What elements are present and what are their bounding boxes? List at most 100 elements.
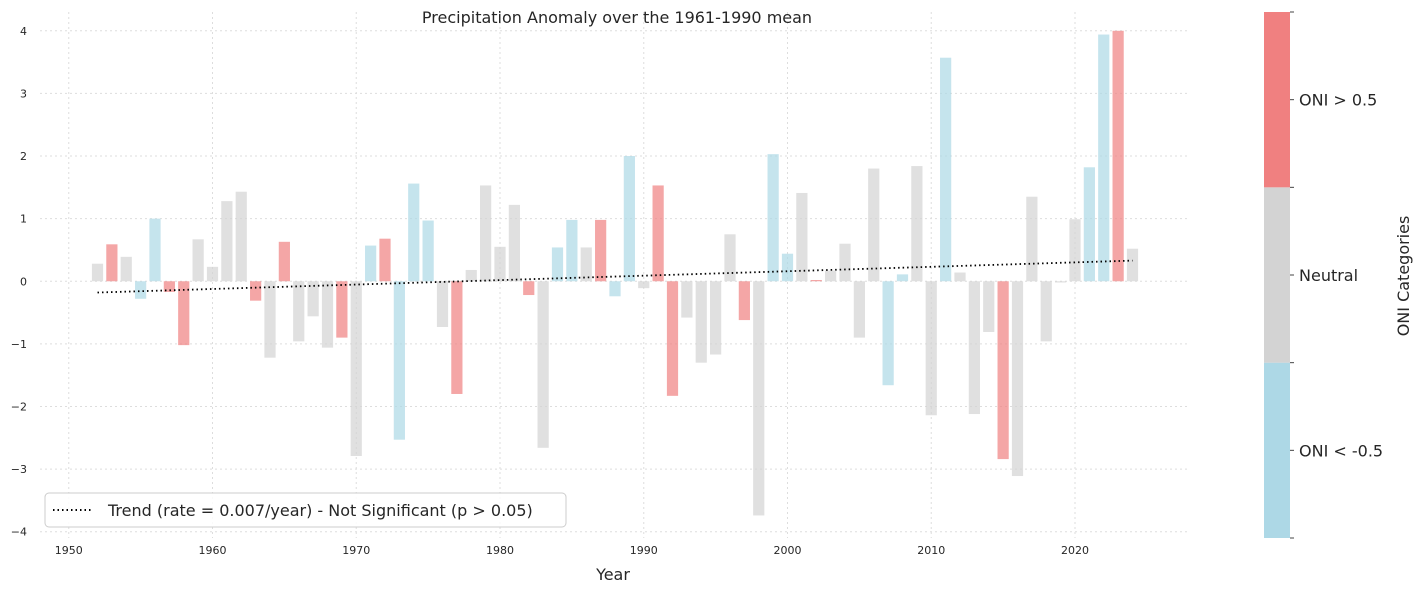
y-tick-label: 3: [20, 87, 27, 100]
bar-1955: [135, 281, 147, 299]
x-tick-label: 1970: [342, 544, 370, 557]
bar-1997: [738, 281, 750, 321]
colorbar-label: ONI < -0.5: [1299, 441, 1383, 460]
bars: [91, 30, 1139, 516]
bar-2016: [1011, 281, 1024, 477]
colorbar: ONI < -0.5 Neutral ONI > 0.5: [1264, 11, 1383, 539]
trend-line: [97, 259, 1133, 294]
tick-labels: 1950 1960 1970 1980 1990 2000 2010 2020 −4 −3 −2 −1…: [11, 25, 1089, 557]
bar-2013: [968, 281, 980, 415]
bar-1984: [551, 247, 564, 282]
bar-2024: [1126, 248, 1139, 282]
bar-1988: [609, 281, 621, 297]
bar-2018: [1040, 281, 1052, 342]
bar-1964: [264, 281, 276, 358]
bar-1959: [192, 239, 204, 282]
bar-1999: [767, 154, 779, 282]
bar-2004: [839, 243, 851, 282]
bar-2022: [1098, 34, 1110, 282]
colorbar-label: Neutral: [1299, 266, 1358, 285]
bar-1992: [666, 281, 679, 396]
bar-1987: [595, 219, 607, 282]
bar-2001: [796, 192, 808, 282]
bar-2005: [853, 281, 865, 338]
bar-2007: [882, 281, 894, 386]
bar-2006: [868, 168, 880, 282]
bar-1971: [365, 245, 377, 282]
bar-1960: [206, 266, 219, 282]
bar-1974: [408, 183, 420, 282]
bar-2023: [1112, 30, 1124, 282]
bar-2011: [940, 57, 952, 282]
y-tick-label: 4: [20, 25, 27, 38]
bar-1956: [149, 218, 161, 282]
bar-1954: [120, 256, 132, 282]
bar-1952: [91, 263, 104, 282]
colorbar-label: ONI > 0.5: [1299, 91, 1377, 110]
bar-1973: [393, 281, 405, 440]
trend-line-group: [97, 259, 1133, 294]
x-tick-label: 1950: [55, 544, 83, 557]
y-tick-label: 0: [20, 275, 27, 288]
bar-1975: [422, 220, 434, 282]
bar-1966: [293, 281, 305, 342]
bar-1994: [695, 281, 707, 363]
bar-2010: [925, 281, 937, 416]
bar-2003: [825, 270, 837, 282]
bar-2009: [911, 166, 923, 282]
bar-1953: [106, 244, 118, 282]
legend-trend-label: Trend (rate = 0.007/year) - Not Signific…: [107, 501, 533, 520]
bar-2012: [954, 272, 966, 282]
x-axis-title: Year: [595, 565, 630, 584]
bar-1957: [163, 281, 175, 292]
bar-2015: [997, 281, 1009, 460]
x-tick-label: 2010: [917, 544, 945, 557]
bar-1998: [753, 281, 765, 516]
colorbar-segment: [1264, 362, 1290, 538]
y-tick-label: −2: [11, 401, 27, 414]
bar-1986: [580, 247, 592, 282]
bar-2000: [781, 253, 794, 282]
bar-1995: [710, 281, 722, 355]
bar-1979: [480, 185, 492, 282]
colorbar-segment: [1264, 187, 1290, 363]
bar-1965: [278, 241, 290, 282]
bar-1989: [623, 156, 635, 282]
bar-2020: [1069, 219, 1081, 282]
bar-2008: [896, 274, 909, 282]
x-tick-label: 2020: [1061, 544, 1089, 557]
y-tick-label: −4: [11, 526, 27, 539]
bar-1977: [451, 281, 463, 394]
y-tick-label: 1: [20, 213, 27, 226]
bar-1985: [566, 219, 578, 282]
bar-1962: [235, 191, 247, 282]
x-tick-label: 2000: [774, 544, 802, 557]
bar-1981: [508, 204, 520, 282]
bar-1958: [178, 281, 190, 346]
bar-1976: [436, 281, 449, 327]
bar-1990: [638, 281, 650, 289]
bar-2002: [810, 280, 822, 282]
bar-1993: [681, 281, 693, 318]
chart-title: Precipitation Anomaly over the 1961-1990…: [422, 8, 812, 27]
bar-1967: [307, 281, 319, 317]
colorbar-segment: [1264, 12, 1290, 188]
bar-1972: [379, 238, 391, 282]
bar-1961: [221, 201, 233, 282]
bar-1968: [321, 281, 334, 348]
x-tick-label: 1980: [486, 544, 514, 557]
colorbar-title: ONI Categories: [1394, 216, 1413, 337]
bar-1970: [350, 281, 362, 456]
bar-2021: [1083, 167, 1095, 282]
bar-1982: [523, 281, 535, 296]
bar-1991: [652, 185, 664, 282]
y-tick-label: 2: [20, 150, 27, 163]
bar-1978: [465, 269, 477, 282]
bar-1983: [537, 281, 549, 448]
x-tick-label: 1990: [630, 544, 658, 557]
bar-1969: [336, 281, 348, 338]
bar-2014: [983, 281, 995, 332]
legend: Trend (rate = 0.007/year) - Not Signific…: [44, 492, 567, 528]
legend-box: [44, 492, 567, 528]
